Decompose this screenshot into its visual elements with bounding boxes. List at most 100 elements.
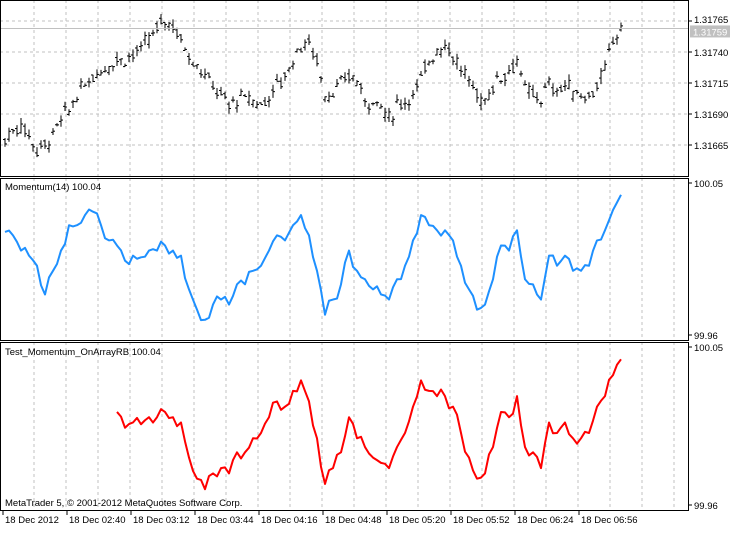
time-tick-label: 18 Dec 03:44 [197,515,254,526]
time-tick-label: 18 Dec 02:40 [69,515,126,526]
price-bar [207,72,211,79]
price-bar [247,90,251,106]
price-bar [551,83,555,97]
momentum-indicator-label: Momentum(14) 100.04 [5,182,101,193]
price-bar [347,68,351,84]
price-chart-pane[interactable] [3,14,623,158]
price-bar [359,82,363,95]
price-bar [523,80,527,86]
price-bar [219,86,223,96]
price-bar [195,64,199,70]
price-bar [615,34,619,45]
price-bar [611,36,615,45]
price-bar [259,102,263,106]
price-bar [455,53,459,70]
momentum-pane[interactable] [4,194,622,322]
price-bar [87,77,91,88]
price-bar [271,84,275,98]
price-bar [331,92,335,98]
time-tick-label: 18 Dec 2012 [5,515,59,526]
price-bar [555,87,559,97]
price-bar [487,89,491,101]
price-bar [495,71,499,79]
price-bar [435,48,439,56]
price-bar [15,125,19,137]
price-tick-label: 1.31765 [694,15,728,26]
price-bar [47,140,51,153]
test-pane-frame [0,342,689,511]
price-bar [591,91,595,98]
price-bar [39,140,43,149]
price-bar [59,115,63,127]
price-bar [339,75,343,80]
price-bar [127,52,131,63]
price-bar [155,21,159,34]
price-bar [115,51,119,66]
price-bar [403,97,407,110]
price-bar [511,58,515,74]
price-bar [491,85,495,95]
price-bar [27,129,31,140]
price-bar [515,55,519,67]
price-bar [55,123,59,127]
price-axis[interactable]: 1.31765 1.31740 1.31715 1.31690 1.31665 1.317… [688,15,730,512]
price-bar [183,47,187,51]
price-bar [203,68,207,80]
price-bar [431,59,435,65]
copyright-text: MetaTrader 5, © 2001-2012 MetaQuotes Sof… [5,498,242,509]
price-bar [295,48,299,53]
price-bar [291,60,295,70]
price-bar [111,65,115,72]
price-tick-label: 1.31715 [694,79,728,90]
time-tick-label: 18 Dec 06:56 [581,515,638,526]
price-bar [415,79,419,92]
price-bar [303,39,307,51]
price-bar [299,47,303,53]
price-bar [319,76,323,83]
price-bar [563,80,567,92]
price-bar [251,99,255,108]
price-bar [483,98,487,105]
price-bar [123,63,127,68]
price-tick-label: 1.31740 [694,48,728,59]
price-bar [447,42,451,57]
price-bar [411,89,415,100]
price-bar [519,70,523,77]
price-bar [443,39,447,51]
price-bar [19,118,23,134]
price-bar [139,41,143,52]
time-tick-label: 18 Dec 04:16 [261,515,318,526]
price-bar [235,99,239,113]
test-indicator-label: Test_Momentum_OnArrayRB 100.04 [5,347,161,358]
price-bar [151,29,155,36]
price-bar [559,84,563,93]
price-bar [451,56,455,66]
indicator-tick-label: 99.96 [694,501,718,512]
price-tick-label: 1.31665 [694,141,728,152]
indicator-tick-label: 100.05 [694,343,723,354]
price-bar [211,80,215,90]
price-bar [567,74,571,90]
price-bar [175,27,179,39]
price-bar [539,101,543,108]
price-bar [7,127,11,142]
indicator-tick-label: 100.05 [694,179,723,190]
price-bar [335,79,339,87]
price-bar [11,128,15,134]
price-bar [475,88,479,103]
test-momentum-pane[interactable] [116,358,622,491]
price-bar [215,87,219,100]
price-bar [383,107,387,122]
price-bar [391,116,395,126]
price-bar [599,67,603,85]
time-axis[interactable]: 18 Dec 2012 18 Dec 02:40 18 Dec 03:12 18 De… [2,511,638,526]
price-bar [571,90,575,102]
price-bar [395,94,399,104]
price-bar [499,80,503,84]
price-bar [459,65,463,77]
momentum-pane-frame [0,178,689,341]
price-bar [575,89,579,95]
price-bar [583,95,587,104]
price-bar [607,43,611,52]
